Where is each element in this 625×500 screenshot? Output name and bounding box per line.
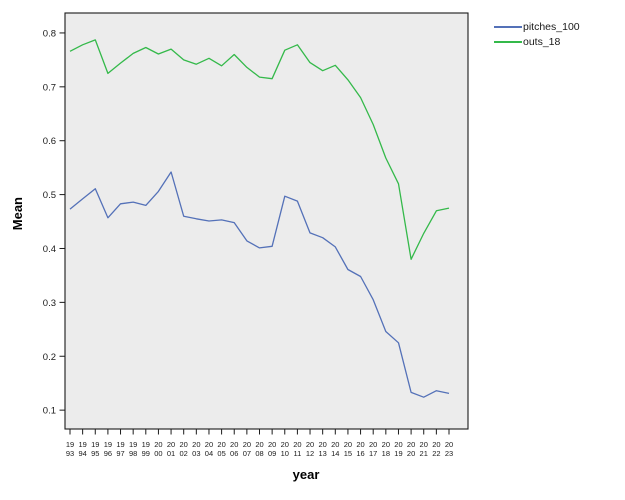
x-tick-label-line1: 20 [356, 440, 364, 449]
x-tick-label-line1: 19 [91, 440, 99, 449]
y-tick-label: 0.3 [43, 298, 56, 309]
x-tick-label-line1: 19 [116, 440, 124, 449]
x-tick-label-line2: 16 [356, 449, 364, 458]
legend-item-outs-18: outs_18 [494, 34, 580, 49]
y-tick-label: 0.7 [43, 82, 56, 93]
x-tick-label-line1: 20 [369, 440, 377, 449]
x-tick-label-line1: 20 [243, 440, 251, 449]
x-tick-label-line1: 19 [78, 440, 86, 449]
x-tick-label-line2: 00 [154, 449, 162, 458]
x-tick-label-line1: 20 [318, 440, 326, 449]
x-tick-label-line2: 93 [66, 449, 74, 458]
x-tick-label-line1: 20 [230, 440, 238, 449]
x-tick-label-line2: 15 [344, 449, 352, 458]
x-tick-label-line2: 18 [382, 449, 390, 458]
x-tick-label-line1: 20 [154, 440, 162, 449]
x-tick-label-line2: 95 [91, 449, 99, 458]
x-tick-label-line2: 07 [243, 449, 251, 458]
legend-label-pitches-100: pitches_100 [523, 20, 580, 33]
x-tick-label-line2: 11 [294, 449, 302, 458]
y-tick-label: 0.1 [43, 406, 56, 417]
x-tick-label-line2: 97 [116, 449, 124, 458]
legend-item-pitches-100: pitches_100 [494, 19, 580, 34]
x-tick-label-line2: 23 [445, 449, 453, 458]
x-tick-label-line2: 08 [255, 449, 263, 458]
x-tick-label-line1: 20 [293, 440, 301, 449]
x-tick-label-line2: 10 [281, 449, 289, 458]
x-tick-label-line2: 01 [167, 449, 175, 458]
x-tick-label-line1: 20 [306, 440, 314, 449]
x-tick-label-line1: 20 [205, 440, 213, 449]
x-tick-label-line1: 20 [192, 440, 200, 449]
x-tick-label-line1: 20 [394, 440, 402, 449]
plot-area [65, 13, 468, 429]
x-tick-label-line1: 19 [104, 440, 112, 449]
x-tick-label-line2: 06 [230, 449, 238, 458]
x-tick-label-line2: 96 [104, 449, 112, 458]
x-tick-label-line2: 20 [407, 449, 415, 458]
legend: pitches_100 outs_18 [494, 19, 580, 49]
x-tick-label-line2: 12 [306, 449, 314, 458]
series-line-outs_18 [69, 39, 450, 260]
x-tick-label-line2: 14 [331, 449, 339, 458]
x-tick-label-line1: 20 [382, 440, 390, 449]
x-tick-label-line2: 99 [142, 449, 150, 458]
x-tick-label-line2: 98 [129, 449, 137, 458]
x-tick-label-line2: 94 [78, 449, 86, 458]
x-tick-label-line1: 20 [217, 440, 225, 449]
x-tick-label-line2: 21 [420, 449, 428, 458]
y-tick-label: 0.5 [43, 190, 56, 201]
x-tick-label-line2: 09 [268, 449, 276, 458]
legend-line-swatch-pitches-100 [494, 25, 522, 28]
x-tick-label-line1: 20 [420, 440, 428, 449]
x-tick-label-line1: 20 [167, 440, 175, 449]
x-tick-label-line1: 20 [331, 440, 339, 449]
x-tick-label-line2: 22 [432, 449, 440, 458]
x-tick-label-line1: 19 [129, 440, 137, 449]
x-tick-label-line1: 20 [344, 440, 352, 449]
y-axis-title: Mean [10, 197, 25, 231]
x-tick-label-line1: 20 [407, 440, 415, 449]
x-tick-label-line1: 20 [255, 440, 263, 449]
x-tick-label-line2: 03 [192, 449, 200, 458]
x-tick-label-line2: 13 [318, 449, 326, 458]
legend-line-swatch-outs-18 [494, 40, 522, 43]
legend-label-outs-18: outs_18 [523, 35, 561, 48]
x-tick-label-line1: 19 [66, 440, 74, 449]
x-tick-label-line2: 19 [394, 449, 402, 458]
plot-border [64, 12, 469, 430]
y-tick-label: 0.2 [43, 352, 56, 363]
x-tick-label-line1: 20 [432, 440, 440, 449]
x-tick-label-line1: 20 [281, 440, 289, 449]
x-tick-label-line2: 04 [205, 449, 213, 458]
x-tick-label-line2: 17 [369, 449, 377, 458]
y-tick-label: 0.8 [43, 28, 56, 39]
x-tick-label-line2: 02 [180, 449, 188, 458]
x-axis-title: year [292, 467, 320, 482]
y-tick-label: 0.4 [43, 244, 56, 255]
x-tick-label-line2: 05 [217, 449, 225, 458]
x-tick-label-line1: 20 [445, 440, 453, 449]
series-line-pitches_100 [69, 171, 450, 398]
x-tick-label-line1: 19 [142, 440, 150, 449]
x-tick-label-line1: 20 [180, 440, 188, 449]
x-tick-label-line1: 20 [268, 440, 276, 449]
y-tick-label: 0.6 [43, 136, 56, 147]
